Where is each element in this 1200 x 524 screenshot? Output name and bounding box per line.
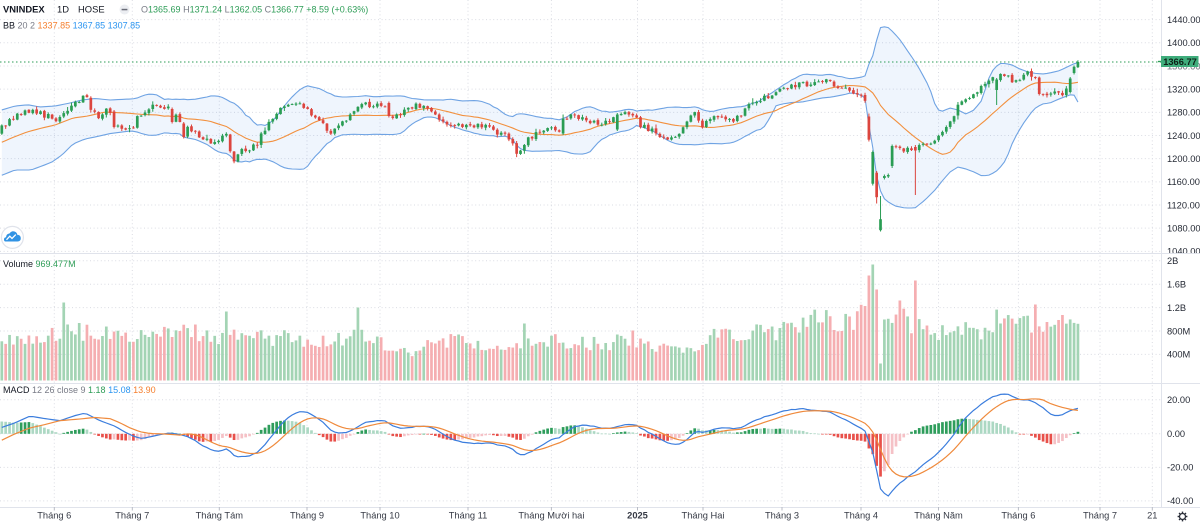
svg-text:Tháng 6: Tháng 6 [37, 511, 71, 521]
svg-text:2025: 2025 [627, 511, 648, 521]
svg-text:1280.00: 1280.00 [1167, 108, 1200, 118]
svg-text:HOSE: HOSE [78, 4, 105, 15]
svg-text:1040.00: 1040.00 [1167, 247, 1200, 257]
svg-text:1D: 1D [57, 4, 69, 15]
svg-text:Tháng Hai: Tháng Hai [682, 511, 725, 521]
svg-text:Tháng 3: Tháng 3 [765, 511, 799, 521]
svg-text:21: 21 [1147, 511, 1157, 521]
svg-text:-40.00: -40.00 [1167, 496, 1193, 506]
svg-text:400M: 400M [1167, 350, 1190, 360]
svg-text:20.00: 20.00 [1167, 395, 1190, 405]
svg-text:2B: 2B [1167, 256, 1178, 266]
svg-text:Tháng 4: Tháng 4 [844, 511, 878, 521]
svg-text:Tháng Tám: Tháng Tám [196, 511, 244, 521]
svg-text:1400.00: 1400.00 [1167, 38, 1200, 48]
svg-text:1240.00: 1240.00 [1167, 131, 1200, 141]
svg-text:1.2B: 1.2B [1167, 303, 1186, 313]
svg-text:Tháng 7: Tháng 7 [115, 511, 149, 521]
svg-text:MACD 12 26 close 9 1.18 15.08: MACD 12 26 close 9 1.18 15.08 13.90 [3, 385, 156, 395]
svg-text:0.00: 0.00 [1167, 429, 1185, 439]
svg-text:Volume 969.477M: Volume 969.477M [3, 259, 76, 269]
svg-text:Tháng Năm: Tháng Năm [914, 511, 963, 521]
svg-text:1440.00: 1440.00 [1167, 15, 1200, 25]
svg-text:1120.00: 1120.00 [1167, 200, 1200, 210]
svg-text:Tháng 6: Tháng 6 [1001, 511, 1035, 521]
svg-text:Tháng 7: Tháng 7 [1083, 511, 1117, 521]
svg-text:800M: 800M [1167, 326, 1190, 336]
svg-text:1080.00: 1080.00 [1167, 223, 1200, 233]
svg-text:BB 20 2 1337.85 1367.85 1307.8: BB 20 2 1337.85 1367.85 1307.85 [3, 21, 140, 31]
svg-text:Tháng 9: Tháng 9 [290, 511, 324, 521]
svg-text:Tháng 11: Tháng 11 [449, 511, 488, 521]
svg-text:Tháng Mười hai: Tháng Mười hai [518, 511, 584, 521]
svg-text:VNINDEX: VNINDEX [3, 4, 45, 15]
svg-text:O1365.69 H1371.24 L1362.05 C13: O1365.69 H1371.24 L1362.05 C1366.77 +8.5… [141, 4, 368, 14]
svg-text:1.6B: 1.6B [1167, 280, 1186, 290]
svg-text:1366.77: 1366.77 [1163, 57, 1197, 67]
svg-text:Tháng 10: Tháng 10 [360, 511, 399, 521]
svg-text:1200.00: 1200.00 [1167, 154, 1200, 164]
svg-text:-20.00: -20.00 [1167, 463, 1193, 473]
svg-text:1320.00: 1320.00 [1167, 84, 1200, 94]
svg-text:1160.00: 1160.00 [1167, 177, 1200, 187]
